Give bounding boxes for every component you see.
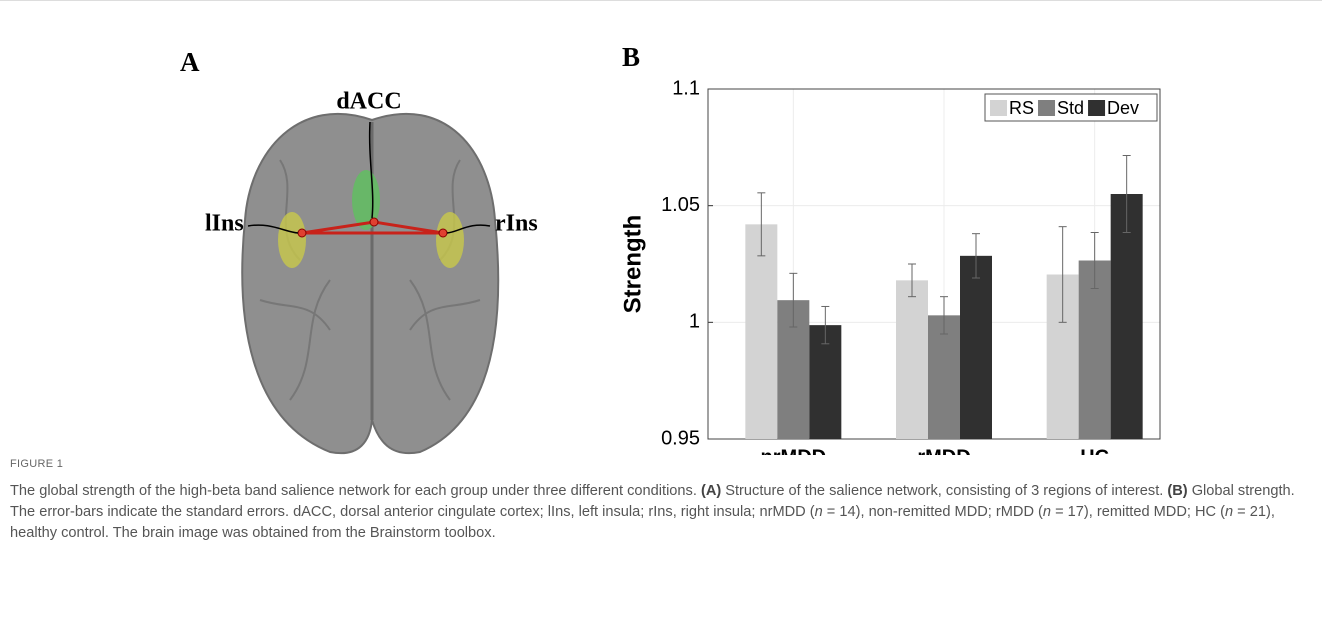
y-axis-label: Strength bbox=[619, 215, 646, 314]
legend-label: Dev bbox=[1107, 98, 1139, 118]
caption-text: n bbox=[1225, 504, 1233, 520]
legend-swatch bbox=[1088, 100, 1105, 116]
legend-label: Std bbox=[1057, 98, 1084, 118]
caption-text: = 17), remitted MDD; HC ( bbox=[1051, 504, 1225, 520]
caption-text: The global strength of the high-beta ban… bbox=[10, 483, 701, 499]
bar bbox=[896, 280, 928, 439]
bar bbox=[745, 224, 777, 439]
caption-text: n bbox=[815, 504, 823, 520]
caption-text: (A) bbox=[701, 483, 721, 499]
y-tick-label: 1.05 bbox=[661, 194, 700, 216]
y-tick-label: 1.1 bbox=[672, 77, 700, 99]
figure-label: FIGURE 1 bbox=[10, 458, 63, 470]
caption-text: = 14), non-remitted MDD; rMDD ( bbox=[823, 504, 1043, 520]
caption-text: n bbox=[1043, 504, 1051, 520]
x-tick-label: nrMDD bbox=[761, 446, 827, 455]
legend-swatch bbox=[990, 100, 1007, 116]
caption-text: (B) bbox=[1167, 483, 1187, 499]
x-tick-label: rMDD bbox=[917, 446, 970, 455]
bar bbox=[960, 256, 992, 439]
brain bbox=[242, 114, 498, 453]
legend-label: RS bbox=[1009, 98, 1034, 118]
panel-label: B bbox=[622, 42, 640, 72]
panel-label: A bbox=[180, 47, 200, 77]
y-tick-label: 0.95 bbox=[661, 427, 700, 449]
page: {"panel_a": {"label": "A", "regions": ["… bbox=[0, 0, 1322, 622]
y-tick-label: 1 bbox=[689, 311, 700, 333]
region-label: lIns bbox=[205, 211, 244, 237]
legend-swatch bbox=[1038, 100, 1055, 116]
region-label: rIns bbox=[495, 211, 538, 237]
caption-text: Structure of the salience network, consi… bbox=[721, 483, 1167, 499]
region-label: dACC bbox=[336, 89, 401, 115]
figure: A dACC lIns rIns B Strength 0.95 1 1.05 1.1… bbox=[0, 0, 1322, 455]
caption: The global strength of the high-beta ban… bbox=[10, 481, 1300, 544]
x-tick-label: HC bbox=[1080, 446, 1109, 455]
